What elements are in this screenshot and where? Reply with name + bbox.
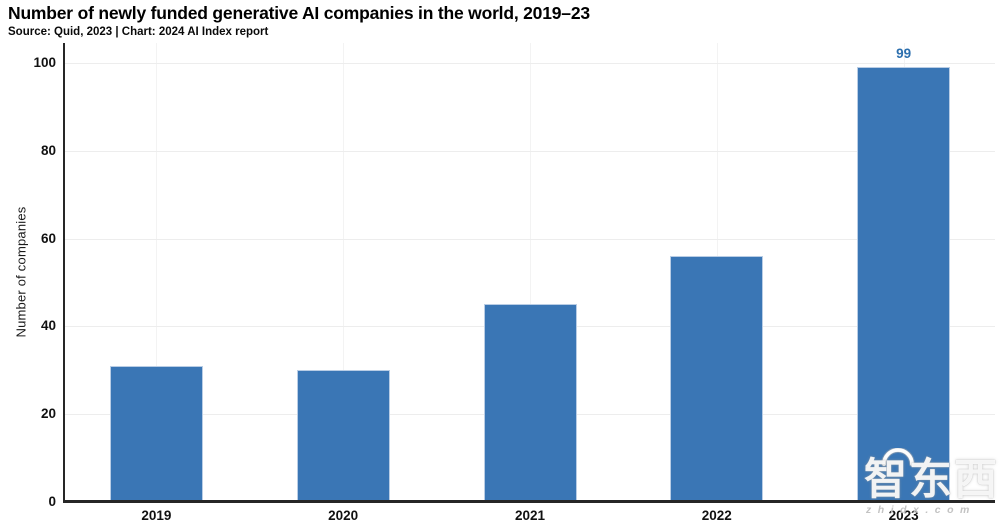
x-tick-label: 2020 bbox=[328, 508, 359, 523]
bar-2019 bbox=[109, 365, 203, 500]
y-tick-label: 60 bbox=[40, 230, 56, 246]
x-tick-label: 2021 bbox=[514, 508, 546, 523]
chart-source-caption: Source: Quid, 2023 | Chart: 2024 AI Inde… bbox=[8, 26, 269, 38]
bar-2020 bbox=[296, 370, 390, 500]
x-tick-label: 2022 bbox=[701, 508, 732, 523]
y-axis-title: Number of companies bbox=[13, 206, 29, 338]
bar-2021 bbox=[483, 304, 577, 500]
y-tick-label: 20 bbox=[40, 406, 56, 422]
horizontal-gridline bbox=[64, 63, 995, 64]
x-tick-label: 2019 bbox=[141, 508, 172, 523]
x-tick-label: 2023 bbox=[888, 508, 919, 523]
x-axis-line bbox=[63, 500, 995, 503]
horizontal-gridline bbox=[64, 150, 995, 152]
horizontal-gridline bbox=[64, 238, 995, 240]
y-tick-label: 100 bbox=[33, 55, 56, 70]
y-tick-label: 0 bbox=[48, 494, 56, 509]
bar-2022 bbox=[670, 256, 764, 500]
bar-value-label: 99 bbox=[896, 46, 912, 62]
vertical-gridline bbox=[530, 43, 531, 500]
bar-2023 bbox=[857, 67, 951, 500]
vertical-gridline bbox=[343, 43, 345, 500]
vertical-gridline bbox=[156, 43, 158, 500]
chart-title: Number of newly funded generative AI com… bbox=[8, 3, 590, 23]
y-tick-label: 40 bbox=[40, 318, 56, 334]
y-axis-line bbox=[63, 43, 65, 503]
y-tick-label: 80 bbox=[40, 142, 56, 158]
